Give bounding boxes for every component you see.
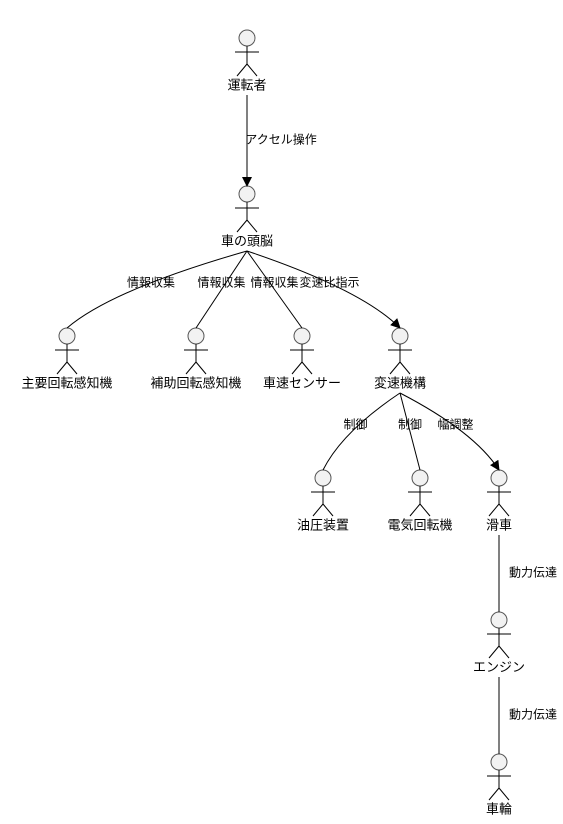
actor-wheel: 車輪 bbox=[486, 754, 512, 817]
diagram-canvas: 運転者車の頭脳主要回転感知機 補助回転感知機 車速センサー 変速機構油圧装置 電気回転機… bbox=[0, 0, 563, 824]
actor-driver: 運転者 bbox=[227, 30, 266, 93]
actor-label-brain: 車の頭脳 bbox=[221, 234, 273, 249]
actor-label-pulley: 滑車 bbox=[486, 518, 512, 533]
edge-label-brain-speed_sensor: 情報収集 bbox=[250, 275, 298, 290]
actor-label-main_sensor: 主要回転感知機 bbox=[21, 376, 112, 391]
actor-main_sensor: 主要回転感知機 bbox=[21, 328, 112, 391]
actor-label-motor: 電気回転機 bbox=[387, 518, 452, 533]
actor-label-hydraulic: 油圧装置 bbox=[297, 518, 349, 533]
actor-pulley: 滑車 bbox=[486, 470, 512, 533]
actor-hydraulic: 油圧装置 bbox=[297, 470, 349, 533]
actor-gearbox: 変速機構 bbox=[374, 328, 426, 391]
actor-aux_sensor: 補助回転感知機 bbox=[150, 328, 241, 391]
edge-label-brain-aux_sensor: 情報収集 bbox=[197, 275, 245, 290]
edge-label-gearbox-pulley: 幅調整 bbox=[437, 417, 473, 432]
actor-label-speed_sensor: 車速センサー bbox=[263, 376, 341, 391]
edge-label-gearbox-motor: 制御 bbox=[398, 417, 422, 432]
actor-engine: エンジン bbox=[473, 612, 525, 675]
actor-label-driver: 運転者 bbox=[227, 78, 266, 93]
actor-label-engine: エンジン bbox=[473, 660, 525, 675]
edge-label-engine-wheel: 動力伝達 bbox=[509, 708, 557, 722]
edge-label-brain-main_sensor: 情報収集 bbox=[127, 275, 175, 290]
edge-label-gearbox-hydraulic: 制御 bbox=[343, 417, 367, 432]
actor-label-wheel: 車輪 bbox=[486, 802, 512, 817]
edge-label-pulley-engine: 動力伝達 bbox=[509, 566, 557, 580]
edge-label-driver-brain: アクセル操作 bbox=[245, 132, 316, 147]
actor-motor: 電気回転機 bbox=[387, 470, 452, 533]
edge-label-brain-gearbox: 変速比指示 bbox=[299, 275, 359, 290]
actor-speed_sensor: 車速センサー bbox=[263, 328, 341, 391]
actor-label-aux_sensor: 補助回転感知機 bbox=[150, 376, 241, 391]
actor-label-gearbox: 変速機構 bbox=[374, 376, 426, 391]
actor-brain: 車の頭脳 bbox=[221, 186, 273, 249]
